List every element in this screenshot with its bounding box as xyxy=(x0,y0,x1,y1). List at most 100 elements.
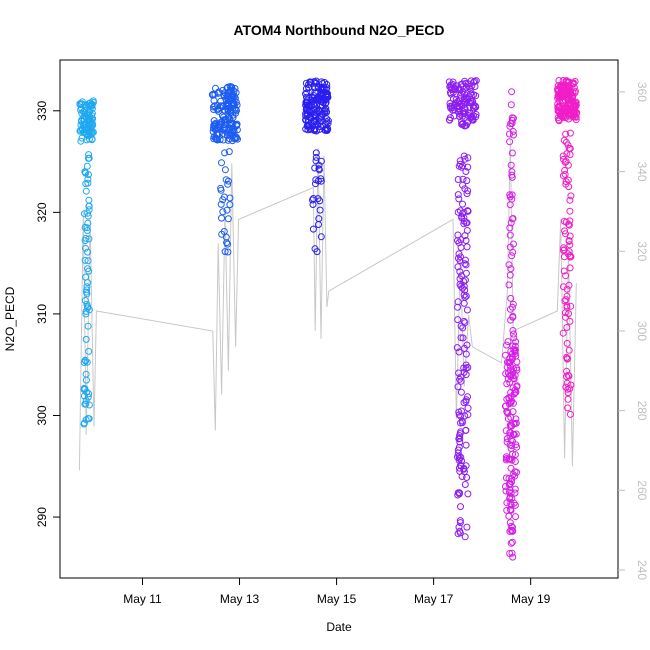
data-point xyxy=(508,171,516,179)
y2-tick-label: 300 xyxy=(635,321,649,341)
data-point xyxy=(562,130,570,138)
data-point xyxy=(453,344,461,352)
data-point xyxy=(566,217,574,225)
data-point xyxy=(506,527,514,535)
data-point xyxy=(85,151,93,159)
data-point xyxy=(454,298,462,306)
data-point xyxy=(563,302,571,310)
data-point xyxy=(458,163,466,171)
data-point xyxy=(77,100,85,108)
data-point xyxy=(462,441,470,449)
data-point xyxy=(457,377,465,385)
data-point xyxy=(505,395,513,403)
data-point xyxy=(84,303,92,311)
data-point xyxy=(80,420,88,428)
data-point xyxy=(467,86,475,94)
data-point xyxy=(226,201,234,209)
data-point xyxy=(563,355,571,363)
data-point xyxy=(507,522,515,530)
data-point xyxy=(510,131,517,139)
data-point xyxy=(455,435,463,443)
data-point xyxy=(217,184,225,192)
data-point xyxy=(567,192,575,200)
data-point xyxy=(323,108,331,116)
data-point xyxy=(224,240,231,248)
data-point xyxy=(224,114,232,122)
data-point xyxy=(221,166,229,174)
data-point xyxy=(565,237,573,245)
data-point xyxy=(82,376,90,384)
data-point xyxy=(450,102,458,109)
data-point xyxy=(506,130,513,138)
data-point xyxy=(511,458,519,465)
data-point xyxy=(210,106,218,113)
data-point xyxy=(82,416,90,424)
data-point xyxy=(562,178,570,186)
data-point xyxy=(455,85,463,93)
data-point xyxy=(566,196,574,204)
data-point xyxy=(219,102,227,110)
data-point xyxy=(230,135,238,143)
data-point xyxy=(567,89,575,97)
data-point xyxy=(82,307,90,315)
data-point xyxy=(561,170,569,178)
data-point xyxy=(454,383,462,391)
data-point xyxy=(503,341,511,349)
data-point xyxy=(213,135,221,143)
data-point xyxy=(456,375,464,383)
data-point xyxy=(507,501,515,509)
data-point xyxy=(509,248,517,256)
data-point xyxy=(82,244,89,252)
data-point xyxy=(505,281,513,289)
data-point xyxy=(506,191,514,199)
data-point xyxy=(462,261,470,269)
data-point xyxy=(311,96,319,104)
data-point xyxy=(85,267,93,275)
data-point xyxy=(457,388,465,396)
y2-tick-label: 280 xyxy=(635,401,649,421)
data-point xyxy=(454,491,462,499)
data-point xyxy=(456,529,464,537)
data-point xyxy=(559,329,567,337)
data-point xyxy=(218,214,225,222)
data-point xyxy=(460,364,468,372)
data-point xyxy=(507,414,515,421)
data-point xyxy=(315,118,323,126)
data-point xyxy=(82,288,90,296)
data-point xyxy=(563,324,571,331)
data-point xyxy=(505,475,513,482)
data-point xyxy=(461,122,469,130)
y2-tick-label: 360 xyxy=(635,82,649,102)
data-point xyxy=(564,404,572,412)
data-point xyxy=(460,214,468,222)
data-point xyxy=(454,263,462,271)
data-point xyxy=(449,78,457,86)
data-point xyxy=(81,356,89,364)
series-6 xyxy=(554,77,581,418)
x-tick-label: May 13 xyxy=(220,592,260,606)
chart-title: ATOM4 Northbound N2O_PECD xyxy=(233,22,444,38)
data-point xyxy=(222,176,230,184)
data-point xyxy=(505,261,513,269)
data-point xyxy=(462,427,470,434)
data-point xyxy=(461,481,469,488)
secondary-line xyxy=(78,139,577,471)
data-point xyxy=(224,180,232,188)
data-point xyxy=(562,138,570,146)
data-point xyxy=(513,382,521,390)
data-point xyxy=(459,200,466,208)
data-point xyxy=(506,429,514,437)
data-point xyxy=(315,161,323,169)
data-point xyxy=(462,364,470,372)
data-point xyxy=(83,162,91,170)
data-point xyxy=(456,519,464,527)
data-point xyxy=(562,77,570,85)
data-point xyxy=(508,549,516,557)
data-point xyxy=(83,115,91,123)
data-point xyxy=(457,462,465,470)
data-point xyxy=(304,122,311,130)
data-point xyxy=(506,305,514,313)
series-5 xyxy=(501,88,521,561)
data-point xyxy=(509,312,517,320)
